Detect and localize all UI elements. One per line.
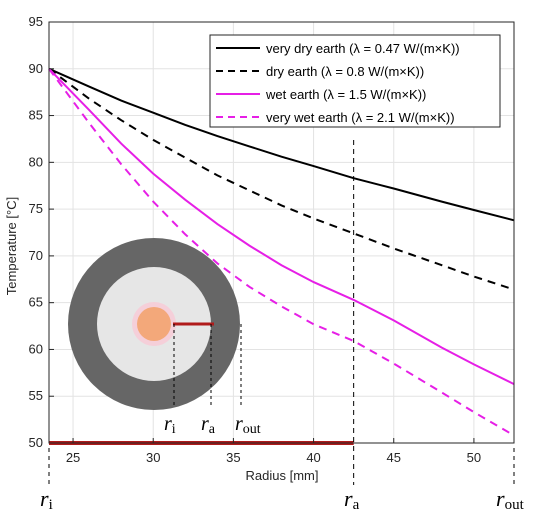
y-tick-label: 65: [29, 295, 43, 310]
x-tick-label: 40: [306, 450, 320, 465]
y-tick-label: 70: [29, 248, 43, 263]
bottom-rout-label: rout: [496, 486, 525, 513]
cable-cross-section-inset: ri ra rout: [68, 238, 261, 437]
x-tick-label: 25: [66, 450, 80, 465]
y-tick-label: 80: [29, 154, 43, 169]
legend-label-wet: wet earth (λ = 1.5 W/(m×K)): [265, 87, 426, 102]
y-tick-label: 60: [29, 341, 43, 356]
bottom-ri-label: ri: [40, 486, 53, 513]
x-tick-label: 50: [467, 450, 481, 465]
series-line-very-wet-earth: [48, 68, 515, 437]
y-tick-label: 85: [29, 108, 43, 123]
inset-ra-label: ra: [201, 413, 216, 437]
y-axis-label: Temperature [°C]: [4, 197, 19, 295]
y-tick-label: 95: [29, 14, 43, 29]
x-tick-label: 45: [387, 450, 401, 465]
legend-label-very-dry: very dry earth (λ = 0.47 W/(m×K)): [266, 41, 460, 56]
y-tick-label: 55: [29, 388, 43, 403]
legend-label-very-wet: very wet earth (λ = 2.1 W/(m×K)): [266, 110, 455, 125]
x-tick-label: 35: [226, 450, 240, 465]
y-tick-label: 90: [29, 61, 43, 76]
inset-ri-label: ri: [164, 413, 176, 437]
bottom-ra-label: ra: [344, 486, 360, 513]
reference-lines: [48, 140, 515, 485]
inset-rout-label: rout: [235, 413, 261, 437]
y-tick-label: 50: [29, 435, 43, 450]
series-line-dry-earth: [48, 67, 515, 291]
series-line-wet-earth: [48, 68, 515, 385]
axis-ticks: 25 30 35 40 45 50 50 55 60 65 70 75 80 85 90 95: [29, 14, 482, 465]
plot-frame: [48, 21, 515, 444]
x-tick-label: 30: [146, 450, 160, 465]
y-tick-label: 75: [29, 201, 43, 216]
legend: very dry earth (λ = 0.47 W/(m×K)) dry ea…: [209, 34, 501, 128]
inset-cable-core: [137, 307, 171, 341]
series-line-very-dry-earth: [48, 67, 515, 222]
x-axis-label: Radius [mm]: [246, 468, 319, 483]
legend-box: [209, 34, 501, 128]
legend-label-dry: dry earth (λ = 0.8 W/(m×K)): [266, 64, 424, 79]
